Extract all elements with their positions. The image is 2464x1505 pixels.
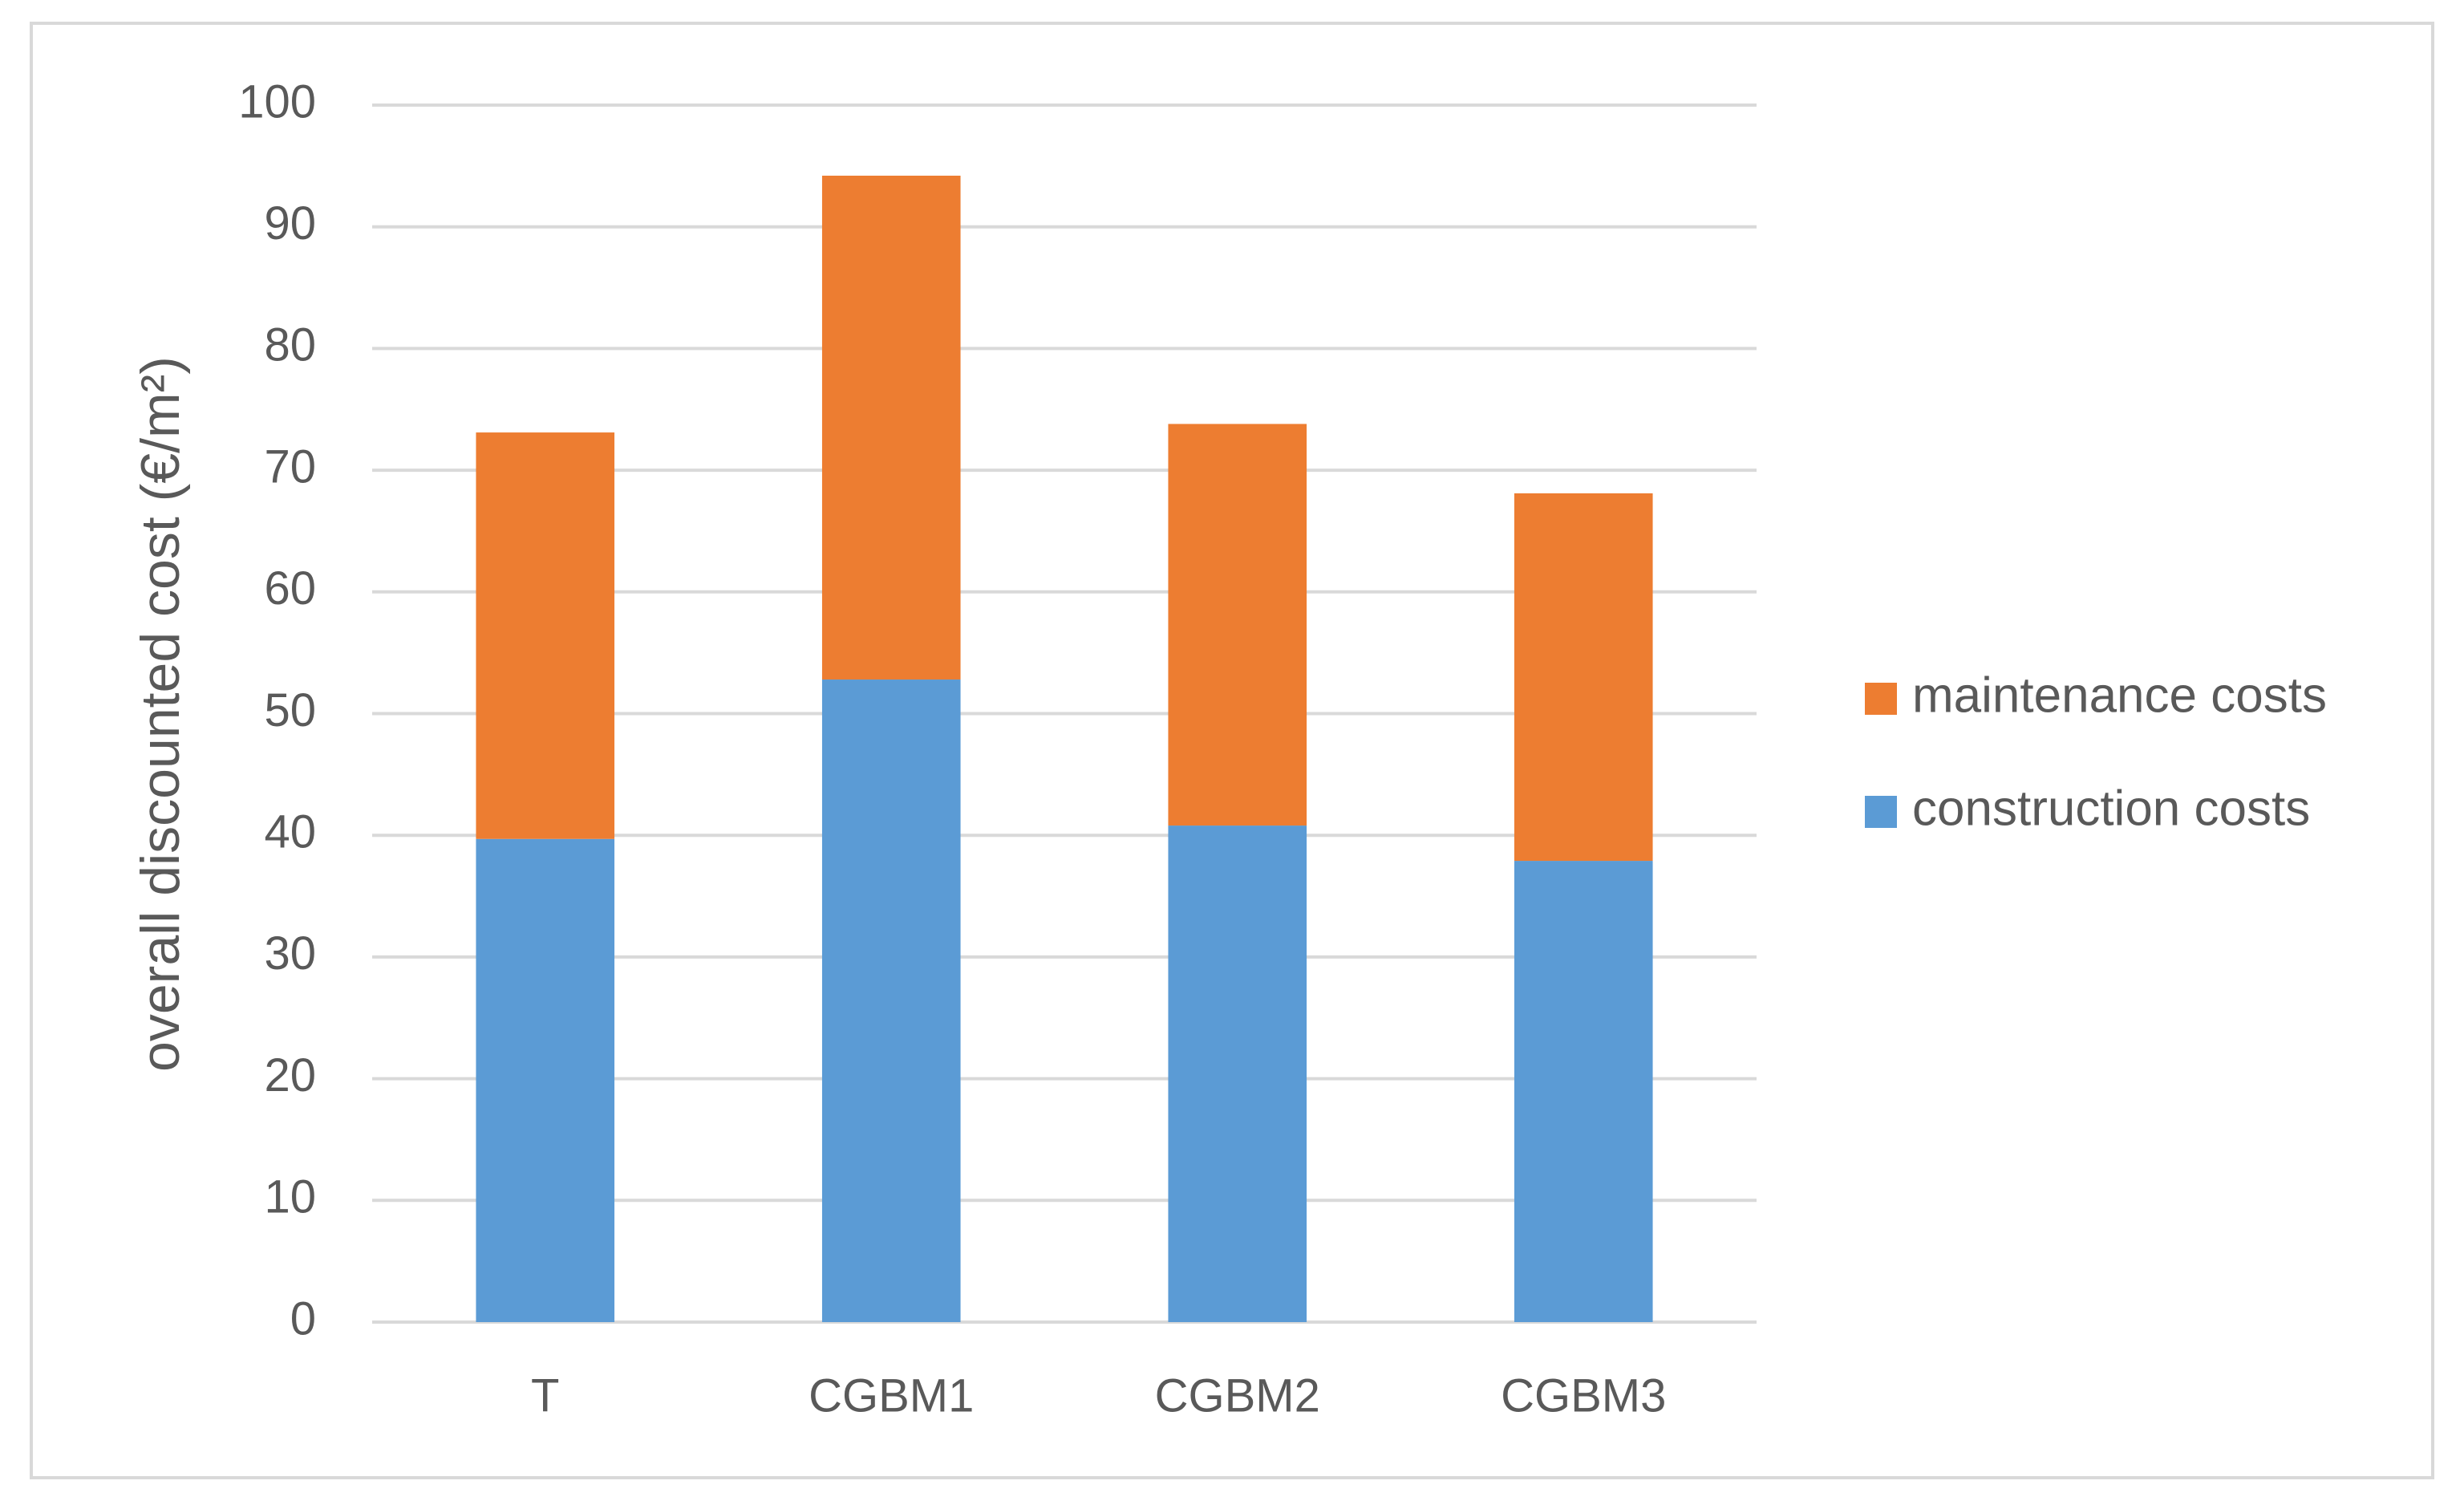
bar-segment: [821, 679, 961, 1322]
y-tick-label: 80: [264, 319, 316, 371]
x-tick-label: CGBM1: [808, 1369, 974, 1422]
bar-segment: [1514, 493, 1653, 862]
bar-segment: [1168, 826, 1307, 1322]
legend-swatch: [1865, 683, 1897, 715]
y-tick-label: 90: [264, 197, 316, 249]
y-tick-label: 60: [264, 562, 316, 615]
y-tick-label: 10: [264, 1171, 316, 1223]
y-tick-label: 40: [264, 806, 316, 858]
legend-label: construction costs: [1912, 781, 2310, 836]
bar-segment: [1514, 861, 1653, 1322]
bar-segment: [821, 175, 961, 680]
y-tick-label: 0: [290, 1292, 316, 1345]
x-tick-label: CGBM2: [1155, 1369, 1320, 1422]
bar-segment: [1168, 424, 1307, 826]
y-tick-label: 50: [264, 684, 316, 736]
y-tick-label: 20: [264, 1049, 316, 1101]
y-tick-label: 100: [238, 75, 316, 128]
bar-segment: [476, 432, 615, 839]
x-tick-label: T: [531, 1369, 559, 1422]
y-axis-title: overall discounted cost (€/m²): [130, 356, 191, 1072]
y-tick-label: 30: [264, 927, 316, 980]
x-tick-label: CGBM3: [1501, 1369, 1666, 1422]
y-tick-label: 70: [264, 440, 316, 493]
legend-swatch: [1865, 796, 1897, 828]
bar-segment: [476, 838, 615, 1322]
legend-label: maintenance costs: [1912, 667, 2327, 723]
